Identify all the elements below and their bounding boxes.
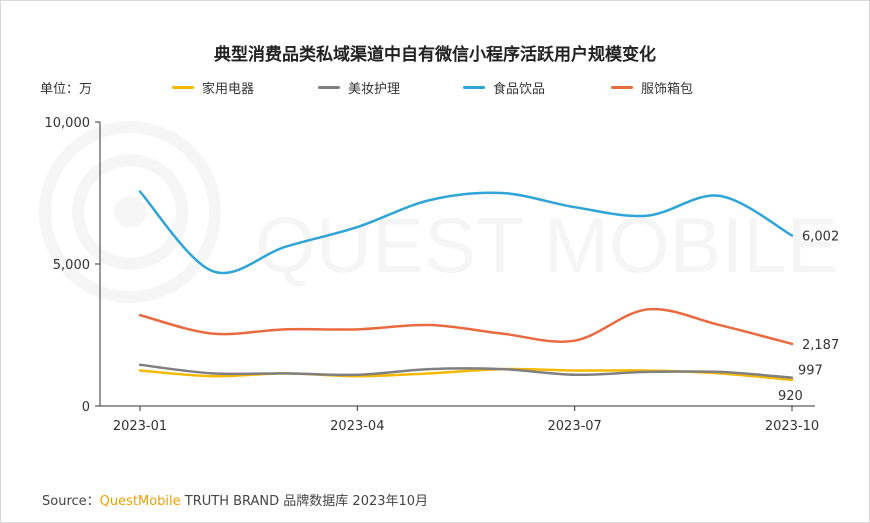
legend-label: 食品饮品: [493, 82, 546, 97]
unit-label: 单位：万: [40, 82, 93, 97]
y-tick-label: 5,000: [53, 258, 90, 273]
y-tick-label: 0: [82, 400, 90, 415]
source-rest: TRUTH BRAND 品牌数据库 2023年10月: [180, 494, 429, 509]
chart-title: 典型消费品类私域渠道中自有微信小程序活跃用户规模变化: [214, 45, 656, 65]
legend-item: 服饰箱包: [611, 78, 693, 97]
end-value-label: 920: [778, 389, 803, 404]
legend-item: 食品饮品: [463, 78, 545, 97]
legend-swatch: [318, 86, 340, 89]
legend-item: 美妆护理: [318, 78, 400, 97]
source-note: Source：QuestMobile TRUTH BRAND 品牌数据库 202…: [42, 490, 428, 509]
legend-swatch: [172, 86, 194, 89]
x-tick-label: 2023-04: [330, 419, 384, 434]
series-apparel-bags-line: [138, 307, 794, 346]
series-beauty-care-line: [138, 363, 794, 379]
legend-swatch: [463, 86, 485, 89]
source-prefix: Source：: [42, 494, 100, 509]
watermark-text: QUEST MOBILE: [255, 201, 839, 289]
x-tick-label: 2023-07: [548, 419, 602, 434]
legend-label: 家用电器: [202, 82, 255, 97]
end-value-label: 997: [798, 364, 823, 379]
legend-swatch: [611, 86, 633, 89]
x-tick-label: 2023-10: [765, 419, 819, 434]
x-tick-label: 2023-01: [113, 419, 167, 434]
legend-label: 美妆护理: [348, 82, 401, 97]
end-value-label: 6,002: [802, 230, 839, 245]
series-food-drink-line: [138, 190, 794, 275]
end-value-label: 2,187: [802, 338, 839, 353]
y-tick-label: 10,000: [45, 116, 91, 131]
source-brand: QuestMobile: [99, 494, 181, 509]
legend-item: 家用电器: [172, 78, 254, 97]
legend-label: 服饰箱包: [641, 82, 694, 97]
